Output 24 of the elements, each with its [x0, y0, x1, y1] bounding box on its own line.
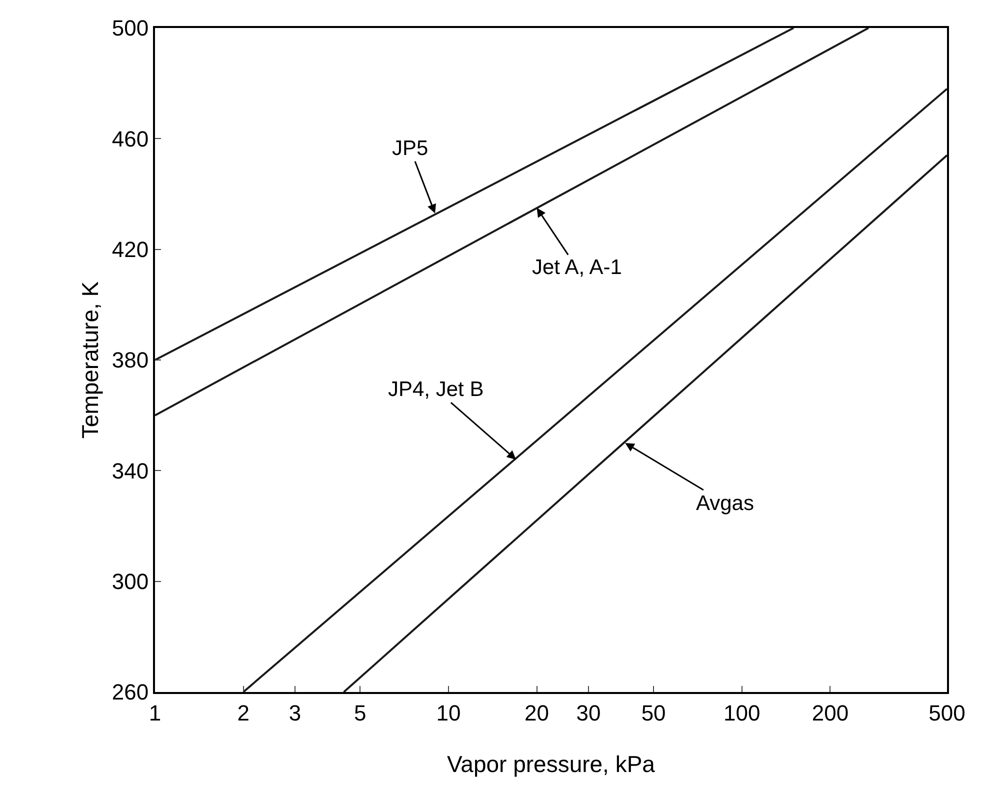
- x-tick-label: 30: [576, 700, 601, 726]
- x-tick-label: 20: [524, 700, 550, 726]
- x-tick-label: 10: [436, 700, 461, 726]
- annotation: Avgas: [696, 492, 754, 515]
- y-tick-label: 420: [112, 237, 149, 262]
- x-tick-label: 50: [641, 700, 666, 726]
- y-tick-label: 260: [112, 680, 149, 705]
- x-tick-label: 3: [288, 700, 302, 726]
- x-axis-title: Vapor pressure, kPa: [447, 751, 656, 777]
- x-tick-label: 200: [812, 700, 849, 726]
- x-tick-label: 1: [148, 700, 162, 726]
- annotation: JP4, Jet B: [388, 378, 484, 401]
- y-tick-label: 380: [112, 348, 149, 373]
- y-axis-title: Temperature, K: [77, 280, 103, 439]
- y-tick-label: 460: [112, 126, 149, 152]
- x-tick-label: 5: [354, 700, 366, 726]
- annotation: JP5: [392, 137, 428, 160]
- x-tick-label: 500: [928, 700, 966, 726]
- y-tick-label: 340: [112, 458, 149, 484]
- y-tick-label: 500: [112, 16, 149, 41]
- y-tick-label: 300: [112, 569, 149, 594]
- x-tick-label: 2: [237, 700, 250, 726]
- x-tick-label: 100: [724, 700, 760, 726]
- annotation: Jet A, A-1: [532, 256, 622, 279]
